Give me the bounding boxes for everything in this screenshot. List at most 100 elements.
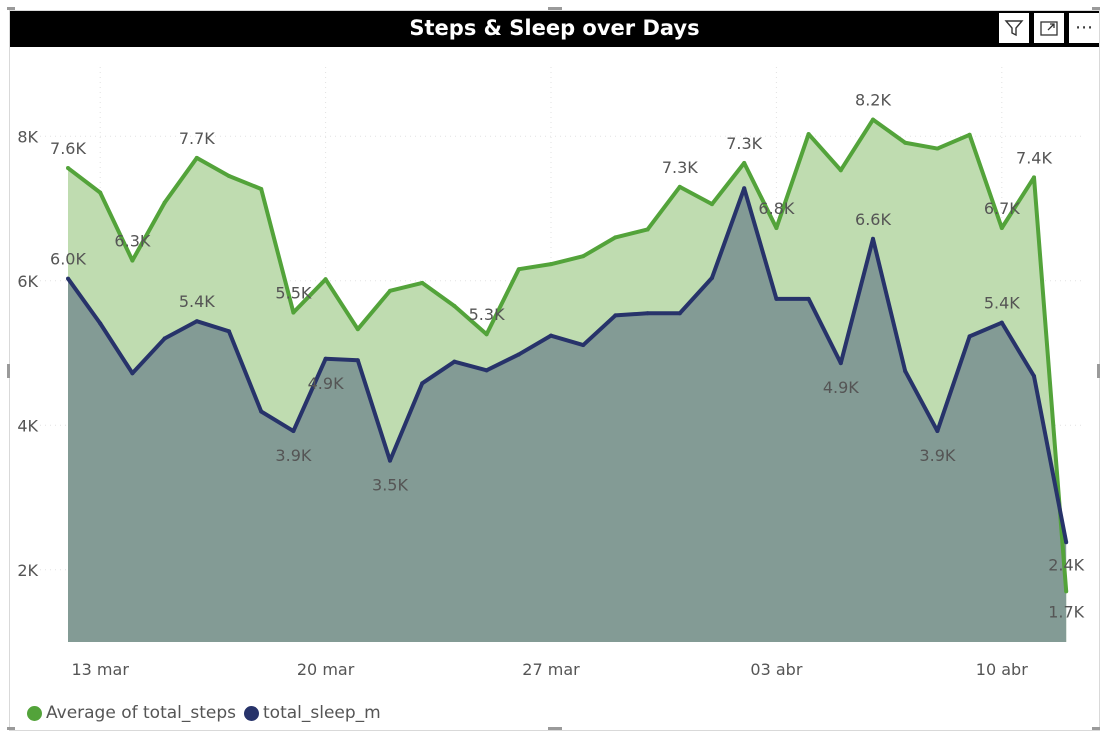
steps-point: [710, 202, 714, 207]
resize-handle-bottom-left[interactable]: [7, 727, 15, 730]
steps-data-label: 7.3K: [662, 158, 698, 177]
steps-point: [677, 184, 682, 189]
more-options-icon: ⋯: [1075, 17, 1093, 38]
sleep-point: [516, 352, 521, 357]
resize-handle-top-right[interactable]: [1092, 7, 1100, 10]
sleep-point: [806, 296, 811, 301]
steps-point: [549, 262, 553, 267]
steps-point: [98, 190, 103, 195]
focus-mode-button[interactable]: [1034, 13, 1064, 43]
sleep-point: [323, 356, 328, 361]
steps-data-label: 5.3K: [469, 305, 505, 324]
x-tick-label: 13 mar: [71, 660, 129, 679]
sleep-point: [1064, 540, 1069, 545]
sleep-data-label: 6.6K: [855, 210, 891, 229]
legend-marker-sleep: [244, 705, 260, 721]
resize-handle-right[interactable]: [1097, 364, 1100, 378]
steps-point: [388, 288, 392, 293]
resize-handle-left[interactable]: [7, 364, 10, 378]
steps-point: [903, 140, 908, 145]
sleep-point: [420, 381, 425, 386]
sleep-point: [613, 313, 618, 318]
steps-point: [291, 310, 296, 315]
resize-handle-top-left[interactable]: [7, 7, 15, 10]
sleep-point: [194, 319, 199, 324]
y-tick-label: 2K: [17, 561, 38, 580]
filter-icon: [1004, 20, 1024, 37]
sleep-point: [774, 296, 779, 301]
chart-visual[interactable]: Steps & Sleep over Days ⋯ 2K 4K 6K 8K 13 mar…: [9, 10, 1100, 731]
legend-item-steps[interactable]: Average of total_steps: [27, 703, 236, 723]
y-tick-label: 6K: [17, 272, 38, 291]
steps-point: [227, 173, 231, 178]
steps-point: [999, 226, 1004, 231]
more-options-button[interactable]: ⋯: [1069, 13, 1099, 43]
sleep-point: [291, 429, 296, 434]
steps-point: [323, 277, 328, 282]
x-tick-label: 03 abr: [750, 660, 802, 679]
steps-point: [484, 332, 489, 337]
sleep-point: [967, 334, 972, 339]
steps-point: [806, 132, 811, 137]
sleep-data-label: 6.0K: [50, 250, 86, 269]
sleep-point: [935, 429, 940, 434]
steps-point: [871, 117, 875, 122]
steps-point: [1064, 589, 1069, 594]
y-tick-label: 4K: [17, 416, 38, 435]
steps-point: [613, 235, 618, 240]
sleep-data-label: 2.4K: [1048, 555, 1084, 574]
sleep-data-label: 3.5K: [372, 476, 408, 495]
sleep-data-label: 5.4K: [984, 294, 1020, 313]
resize-handle-top[interactable]: [548, 7, 562, 10]
steps-point: [516, 267, 521, 272]
sleep-point: [871, 236, 875, 241]
sleep-point: [903, 369, 908, 374]
steps-data-label: 5.5K: [275, 284, 311, 303]
sleep-point: [838, 361, 843, 366]
steps-point: [162, 200, 167, 205]
steps-point: [1032, 175, 1036, 180]
steps-data-label: 7.4K: [1016, 148, 1052, 167]
legend-item-sleep[interactable]: total_sleep_m: [244, 703, 381, 723]
steps-point: [420, 280, 425, 285]
chart-title: Steps & Sleep over Days: [409, 16, 700, 40]
steps-point: [581, 254, 586, 259]
focus-mode-icon: [1040, 21, 1058, 36]
steps-point: [194, 155, 199, 160]
steps-point: [645, 227, 650, 232]
sleep-point: [710, 275, 714, 280]
sleep-data-label: 3.9K: [275, 446, 311, 465]
steps-point: [967, 132, 972, 137]
steps-point: [66, 166, 70, 171]
steps-data-label: 6.7K: [984, 199, 1020, 218]
legend: Average of total_steps total_sleep_m: [27, 701, 389, 725]
resize-handle-bottom[interactable]: [548, 727, 562, 730]
resize-handle-bottom-right[interactable]: [1092, 727, 1100, 730]
steps-point: [452, 304, 457, 309]
steps-point: [935, 146, 940, 151]
legend-label-steps: Average of total_steps: [46, 703, 237, 723]
steps-point: [259, 186, 264, 191]
sleep-point: [66, 276, 70, 281]
steps-data-label: 6.3K: [114, 232, 150, 251]
sleep-point: [388, 458, 392, 463]
sleep-point: [98, 321, 103, 326]
sleep-point: [581, 343, 586, 348]
x-tick-label: 10 abr: [976, 660, 1028, 679]
steps-line: [66, 117, 1069, 592]
steps-data-label: 8.2K: [855, 91, 891, 110]
sleep-data-label: 4.9K: [823, 378, 859, 397]
chart-plot: 2K 4K 6K 8K 13 mar 20 mar 27 mar 03 abr 10 abr 7.…: [17, 67, 1085, 679]
filter-button[interactable]: [999, 13, 1029, 43]
sleep-data-label: 4.9K: [308, 374, 344, 393]
sleep-line: [66, 186, 1069, 543]
steps-point: [838, 168, 843, 173]
sleep-point: [645, 311, 650, 316]
sleep-point: [999, 320, 1004, 325]
x-tick-label: 20 mar: [297, 660, 355, 679]
steps-data-label: 7.3K: [726, 134, 762, 153]
y-tick-label: 8K: [17, 127, 38, 146]
steps-data-label: 7.6K: [50, 139, 86, 158]
steps-point: [774, 226, 779, 231]
steps-point: [130, 258, 135, 263]
